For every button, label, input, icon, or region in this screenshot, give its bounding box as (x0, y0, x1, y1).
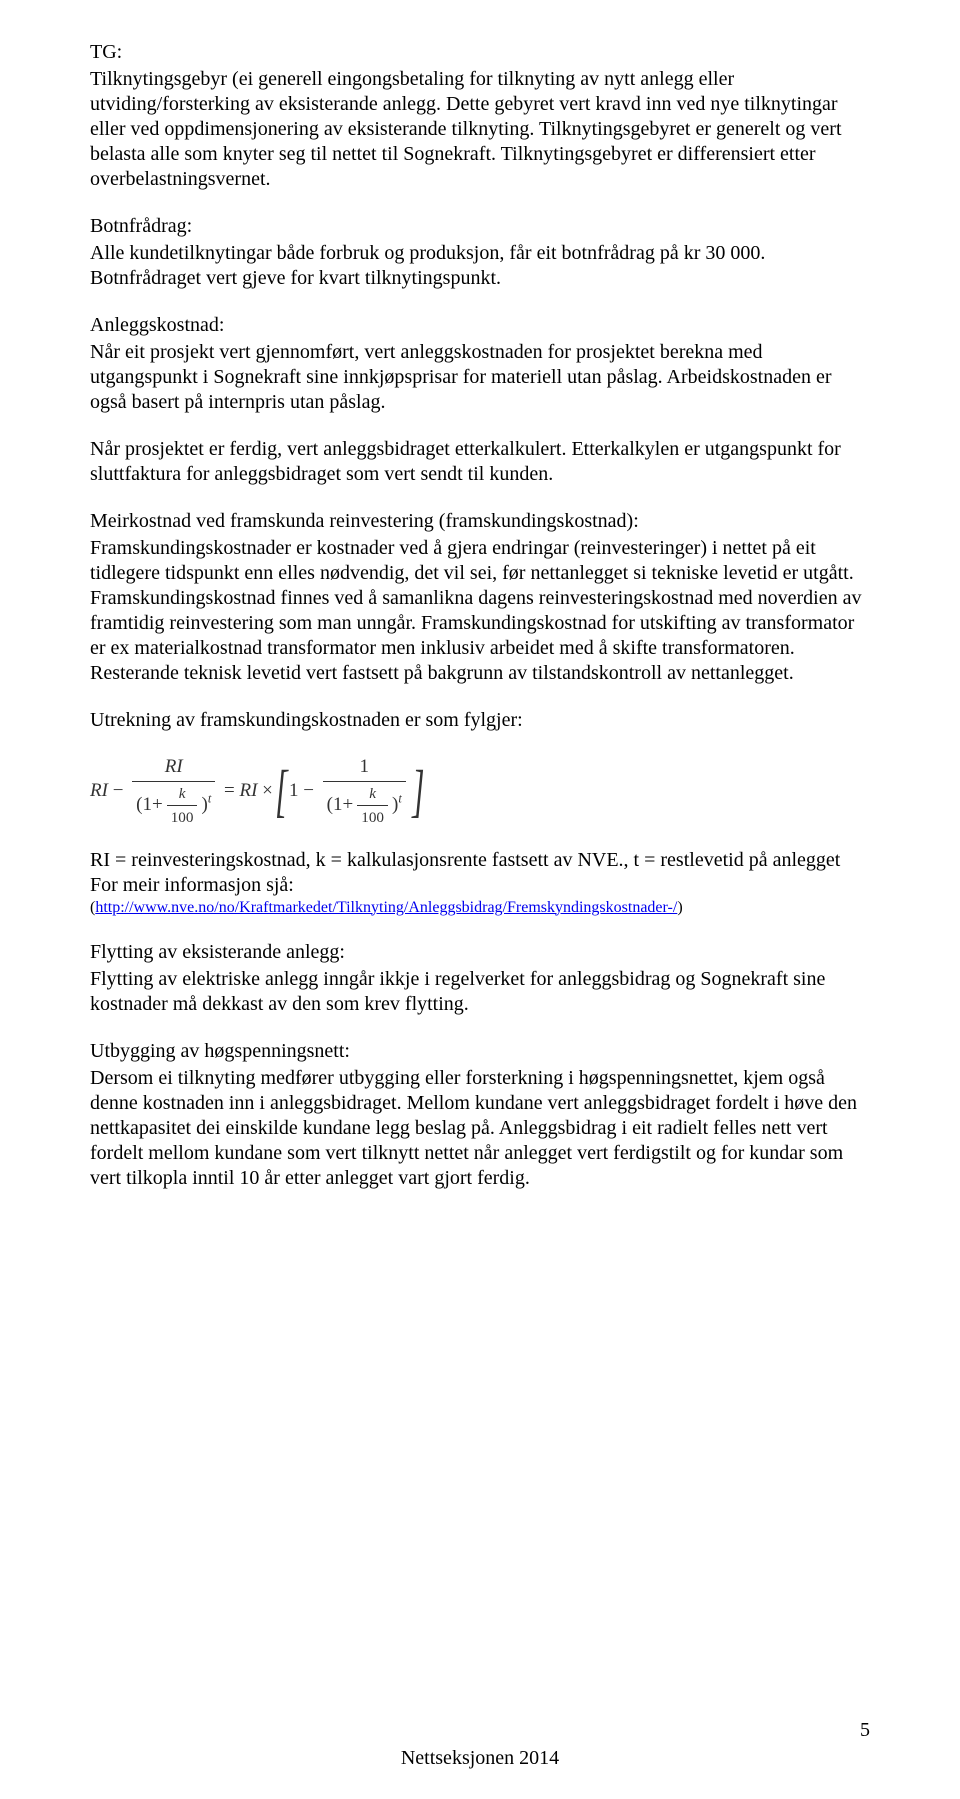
section-heading-flytting: Flytting av eksisterande anlegg: (90, 940, 870, 965)
page-number: 5 (860, 1718, 870, 1743)
section-heading-anleggskostnad: Anleggskostnad: (90, 313, 870, 338)
section-body-tg: Tilknytingsgebyr (ei generell eingongsbe… (90, 67, 870, 192)
section-body-utbygging: Dersom ei tilknyting medfører utbygging … (90, 1066, 870, 1191)
more-info-link-line: (http://www.nve.no/no/Kraftmarkedet/Tilk… (90, 898, 870, 918)
section-heading-botnfradrag: Botnfrådrag: (90, 214, 870, 239)
formula-definitions: RI = reinvesteringskostnad, k = kalkulas… (90, 848, 870, 873)
section-body-anleggskostnad-2: Når prosjektet er ferdig, vert anleggsbi… (90, 437, 870, 487)
more-info-label: For meir informasjon sjå: (90, 873, 870, 898)
formula-intro: Utrekning av framskundingskostnaden er s… (90, 708, 870, 733)
section-body-anleggskostnad-1: Når eit prosjekt vert gjennomført, vert … (90, 340, 870, 415)
section-heading-meirkostnad: Meirkostnad ved framskunda reinvestering… (90, 509, 870, 534)
formula-image: RI − RI (1+k100)t = RI × [ 1 − 1 (1+k100… (90, 755, 870, 828)
section-heading-tg: TG: (90, 40, 870, 65)
section-body-botnfradrag: Alle kundetilknytingar både forbruk og p… (90, 241, 870, 291)
nve-link[interactable]: http://www.nve.no/no/Kraftmarkedet/Tilkn… (95, 899, 677, 916)
document-page: TG: Tilknytingsgebyr (ei generell eingon… (0, 0, 960, 1799)
section-heading-utbygging: Utbygging av høgspenningsnett: (90, 1039, 870, 1064)
section-body-flytting: Flytting av elektriske anlegg inngår ikk… (90, 967, 870, 1017)
link-close-paren: ) (677, 899, 682, 916)
formula-text: RI − RI (1+k100)t = RI × [ 1 − 1 (1+k100… (90, 780, 421, 801)
footer-text: Nettseksjonen 2014 (0, 1746, 960, 1771)
section-body-meirkostnad: Framskundingskostnader er kostnader ved … (90, 536, 870, 686)
